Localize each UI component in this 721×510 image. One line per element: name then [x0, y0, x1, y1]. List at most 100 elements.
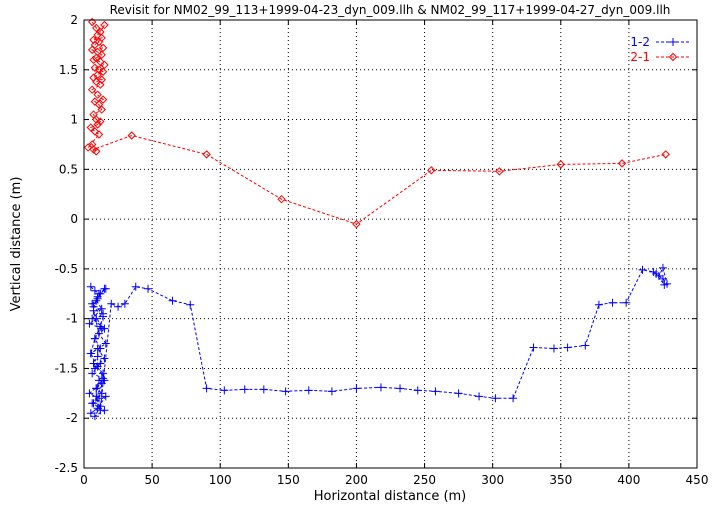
data-point — [87, 45, 97, 55]
data-point — [87, 17, 97, 27]
data-point — [202, 384, 211, 393]
data-point — [98, 67, 108, 76]
data-point — [93, 292, 102, 301]
grid — [84, 20, 697, 468]
x-tick-label: 350 — [549, 473, 572, 487]
data-point — [622, 298, 631, 307]
data-point — [90, 286, 99, 295]
data-point — [376, 383, 385, 392]
data-point — [259, 385, 268, 394]
data-point — [88, 399, 97, 408]
data-point — [89, 359, 98, 368]
data-point — [352, 219, 361, 229]
data-point — [89, 145, 98, 154]
data-point — [86, 349, 95, 358]
data-point — [92, 392, 101, 401]
data-point — [549, 344, 558, 353]
y-tick-label: -2.5 — [55, 461, 78, 475]
data-point — [495, 167, 504, 176]
data-point — [92, 384, 101, 393]
data-point — [90, 127, 100, 136]
data-point — [92, 23, 101, 33]
x-tick-label: 150 — [277, 473, 300, 487]
data-point — [96, 80, 105, 89]
data-point — [144, 284, 153, 293]
data-point — [100, 60, 109, 70]
data-point — [660, 280, 669, 289]
data-point — [96, 344, 105, 353]
data-point — [93, 30, 102, 40]
data-point — [658, 263, 667, 272]
data-point — [87, 85, 97, 94]
y-tick-label: 0 — [70, 212, 78, 226]
data-point — [89, 73, 98, 82]
data-point — [509, 394, 518, 403]
data-point — [581, 341, 590, 350]
x-tick-label: 450 — [686, 473, 709, 487]
data-point — [93, 352, 102, 361]
data-point — [98, 43, 108, 53]
data-point — [114, 302, 123, 311]
ticks: 0 50 100 150 200 250 300 350 400 450 -2.5 -2 -1.5 -1 -… — [55, 13, 709, 487]
data-point — [107, 299, 116, 308]
data-point — [92, 147, 101, 156]
data-point — [100, 376, 109, 385]
data-point — [454, 389, 463, 398]
data-point — [431, 387, 440, 396]
data-point — [556, 160, 565, 169]
data-point — [97, 105, 106, 114]
data-point — [186, 300, 195, 309]
data-point — [89, 55, 98, 65]
x-tick-label: 400 — [617, 473, 640, 487]
data-point — [89, 302, 98, 311]
data-point — [352, 384, 361, 393]
data-point — [427, 166, 436, 175]
data-point — [529, 343, 538, 352]
data-point — [94, 37, 104, 47]
data-point — [638, 265, 647, 274]
x-tick-label: 50 — [144, 473, 159, 487]
data-point — [594, 300, 603, 309]
x-tick-label: 200 — [345, 473, 368, 487]
data-point — [127, 131, 136, 140]
data-point — [86, 409, 95, 418]
y-tick-label: -0.5 — [55, 262, 78, 276]
data-point — [94, 130, 104, 139]
series-layer — [83, 17, 672, 421]
data-point — [100, 354, 109, 363]
data-point — [658, 274, 667, 283]
y-tick-label: 2 — [70, 13, 78, 27]
data-point — [491, 394, 500, 403]
data-point — [327, 387, 336, 396]
data-point — [100, 324, 109, 333]
data-point — [93, 90, 102, 99]
data-point — [90, 63, 100, 72]
y-tick-label: -1 — [66, 312, 78, 326]
x-tick-label: 250 — [413, 473, 436, 487]
data-point — [96, 322, 105, 331]
data-point — [396, 384, 405, 393]
y-tick-label: 0.5 — [59, 162, 78, 176]
legend-label: 1-2 — [630, 35, 650, 49]
data-point — [563, 343, 572, 352]
data-point — [99, 312, 108, 321]
x-tick-label: 100 — [209, 473, 232, 487]
data-point — [93, 120, 102, 129]
data-point — [413, 386, 422, 395]
data-point — [93, 70, 102, 79]
x-tick-label: 300 — [481, 473, 504, 487]
data-point — [661, 150, 670, 159]
data-point — [617, 159, 627, 168]
data-point — [92, 296, 101, 305]
legend-entry: 2-1 — [630, 50, 690, 64]
data-point — [98, 95, 108, 104]
data-point — [101, 339, 110, 348]
data-point — [86, 282, 95, 291]
y-tick-label: 1 — [70, 113, 78, 127]
y-axis-title: Vertical distance (m) — [9, 177, 24, 312]
series-line — [87, 21, 666, 225]
data-point — [240, 385, 249, 394]
legend-marker — [668, 52, 678, 62]
series-0 — [85, 263, 672, 421]
